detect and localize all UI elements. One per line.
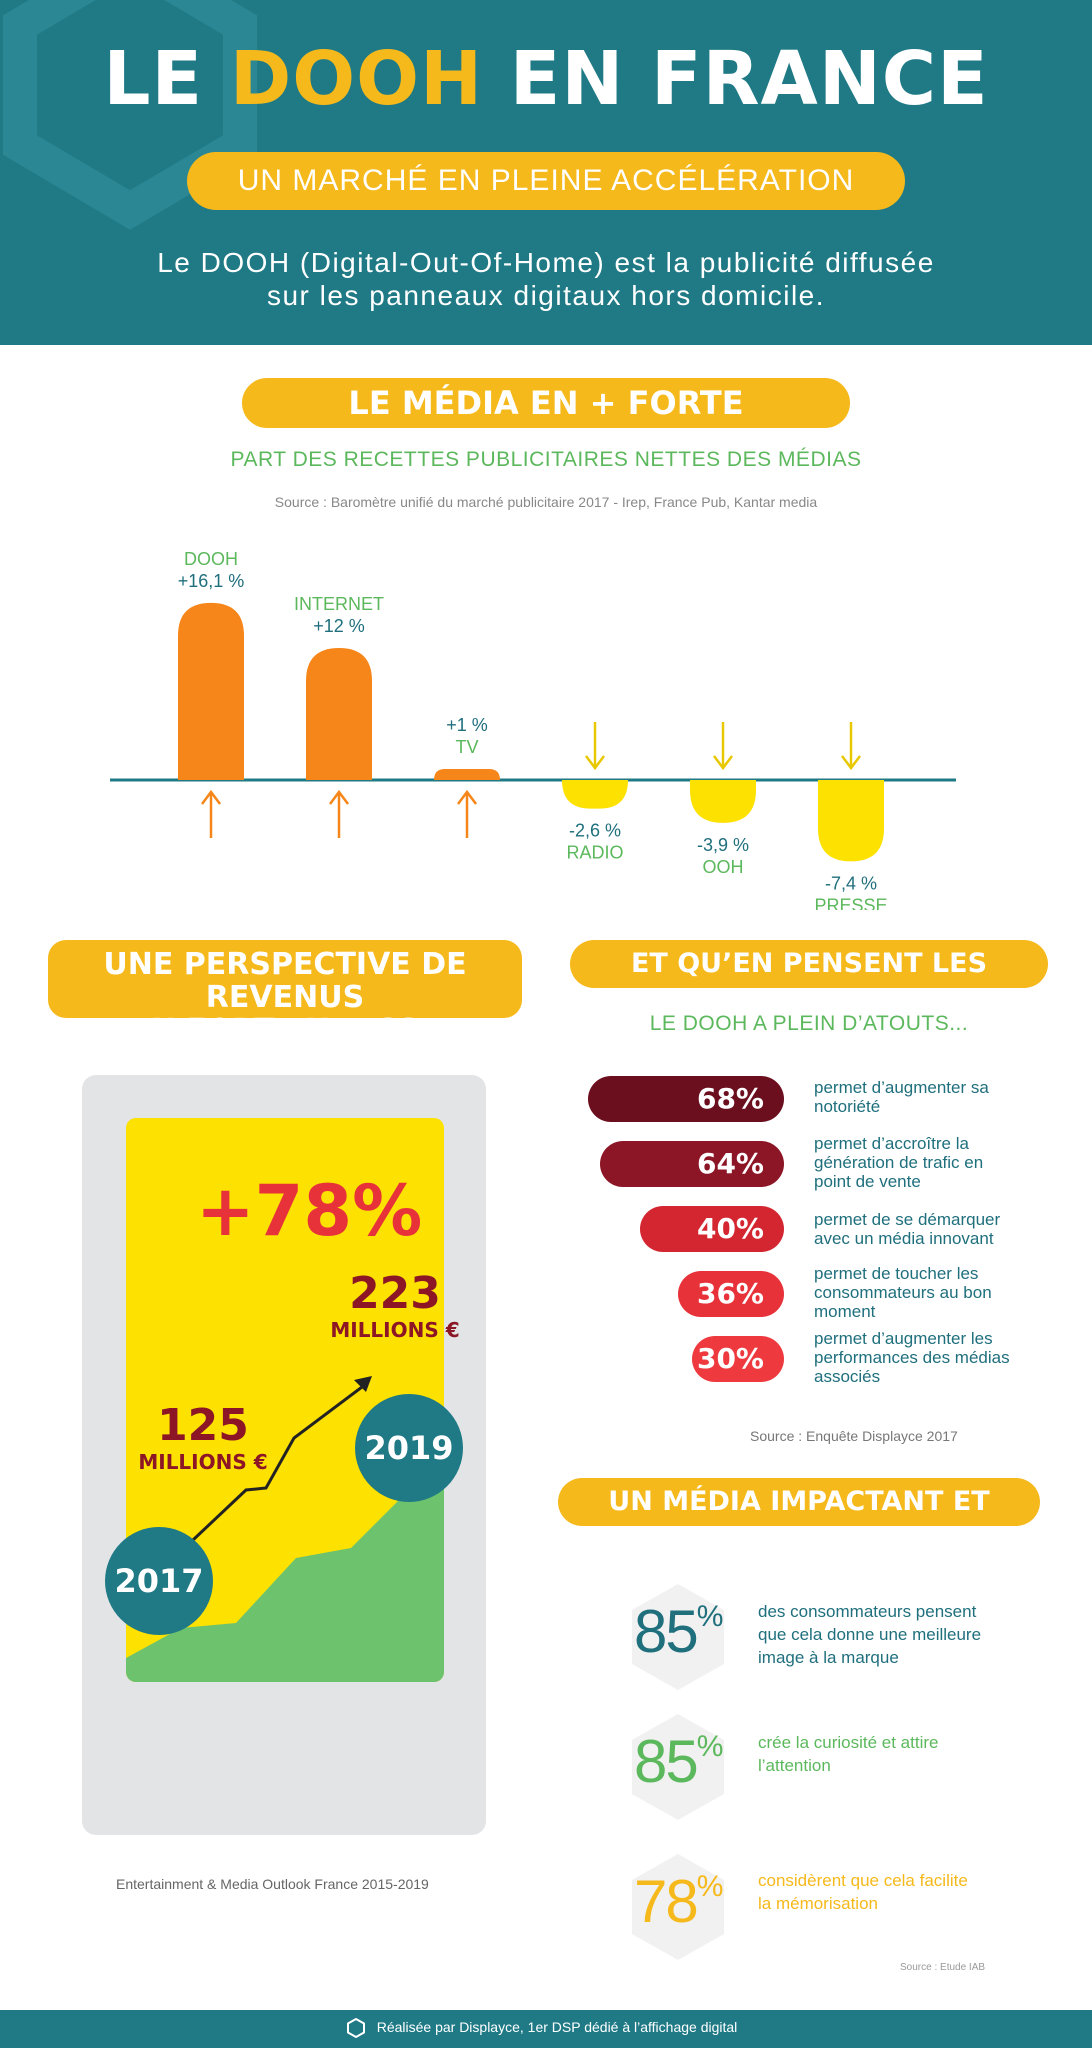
down-arrow-head-icon (841, 755, 861, 771)
bar-category-label: INTERNET (294, 594, 384, 614)
start-revenue-unit: MILLIONS € (138, 1450, 268, 1474)
atout-percent-4: 36% (678, 1271, 784, 1317)
footer-credit: Réalisée par Displayce, 1er DSP dédié à … (376, 2019, 738, 2035)
impact-section-heading: UN MÉDIA IMPACTANT ET ENGAGEANT (558, 1478, 1040, 1565)
atout-percent-3: 40% (640, 1206, 784, 1252)
subtitle-banner: UN MARCHÉ EN PLEINE ACCÉLÉRATION (187, 152, 905, 210)
hexagon-icon (632, 1714, 724, 1820)
atout-percent-1: 68% (588, 1076, 784, 1122)
start-year-badge: 2017 (105, 1527, 213, 1635)
bar-value-label: -7,4 % (825, 873, 877, 893)
bar-category-label: DOOH (184, 549, 238, 569)
atout-text-5: permet d’augmenter les performances des m… (814, 1329, 1010, 1386)
impact-section-source: Source : Etude IAB (900, 1962, 986, 1973)
intro-text: Le DOOH (Digital-Out-Of-Home) est la pub… (157, 247, 935, 311)
atout-text-3: permet de se démarquer avec un média inno… (814, 1210, 1001, 1248)
advertisers-section-source: Source : Enquête Displayce 2017 (750, 1428, 958, 1444)
hexagon-decoration (3, 0, 257, 230)
bar-radio (562, 780, 628, 809)
hexagon-icon (632, 1584, 724, 1690)
advertisers-section-heading: ET QU’EN PENSENT LES ANNONCEURS ? (570, 940, 1048, 1027)
growth-section-heading: LE MÉDIA EN + FORTE CROISSANCE (242, 378, 850, 472)
end-revenue-unit: MILLIONS € (330, 1318, 460, 1342)
bar-internet (306, 648, 372, 780)
bar-value-label: -2,6 % (569, 821, 621, 841)
bar-presse (818, 780, 884, 862)
impact-text-1: des consommateurs pensent que cela donne … (758, 1602, 982, 1667)
end-revenue-value: 223 (349, 1268, 441, 1319)
bar-dooh (178, 602, 244, 780)
bar-category-label: RADIO (566, 843, 623, 863)
impact-percent-1: 85% (634, 1598, 723, 1665)
down-arrow-head-icon (713, 755, 733, 771)
impact-text-3: considèrent que cela facilite la mémorisa… (758, 1871, 968, 1913)
atout-percent-5: 30% (692, 1336, 784, 1382)
impact-percent-3: 78% (634, 1868, 723, 1935)
atout-text-4: permet de toucher les consommateurs au bo… (814, 1264, 992, 1321)
page-title: LE DOOH EN FRANCE (103, 36, 989, 122)
revenue-section-heading: UNE PERSPECTIVE DE REVENUS EN FORTE HAUS… (48, 940, 522, 1047)
bar-ooh (690, 780, 756, 823)
advertisers-section-subheading: LE DOOH A PLEIN D’ATOUTS... (649, 1012, 969, 1035)
bar-value-label: +1 % (446, 715, 488, 735)
end-year-badge: 2019 (355, 1394, 463, 1502)
screen-panel (126, 1118, 444, 1682)
media-growth-chart: DOOH+16,1 % INTERNET+12 % +1 %TV -2,6 %RADI… (110, 549, 956, 910)
revenue-section-source: Entertainment & Media Outlook France 201… (116, 1876, 429, 1892)
growth-section-subheading: PART DES RECETTES PUBLICITAIRES NETTES D… (230, 448, 862, 471)
hexagon-icon (632, 1854, 724, 1960)
footer-bar (0, 2010, 1092, 2048)
bar-category-label: PRESSE (814, 895, 887, 910)
atout-text-2: permet d’accroître la génération de trafi… (814, 1134, 984, 1191)
displayce-logo-icon (347, 2018, 365, 2038)
bar-value-label: +16,1 % (178, 571, 245, 591)
revenue-growth-value: +78% (196, 1170, 423, 1252)
bar-value-label: +12 % (313, 616, 365, 636)
up-arrow-head-icon (201, 789, 221, 805)
bar-tv (434, 769, 500, 780)
atout-percent-2: 64% (600, 1141, 784, 1187)
impact-percent-2: 85% (634, 1728, 723, 1795)
up-arrow-head-icon (329, 789, 349, 805)
down-arrow-head-icon (585, 755, 605, 771)
bar-category-label: OOH (702, 857, 743, 877)
impact-text-2: crée la curiosité et attire l’attention (758, 1733, 939, 1775)
growth-section-source: Source : Baromètre unifié du marché publ… (274, 494, 818, 510)
up-arrow-head-icon (457, 789, 477, 805)
bar-value-label: -3,9 % (697, 835, 749, 855)
atout-text-1: permet d’augmenter sa notoriété (814, 1078, 989, 1116)
bar-category-label: TV (455, 737, 478, 757)
start-revenue-value: 125 (157, 1400, 249, 1451)
